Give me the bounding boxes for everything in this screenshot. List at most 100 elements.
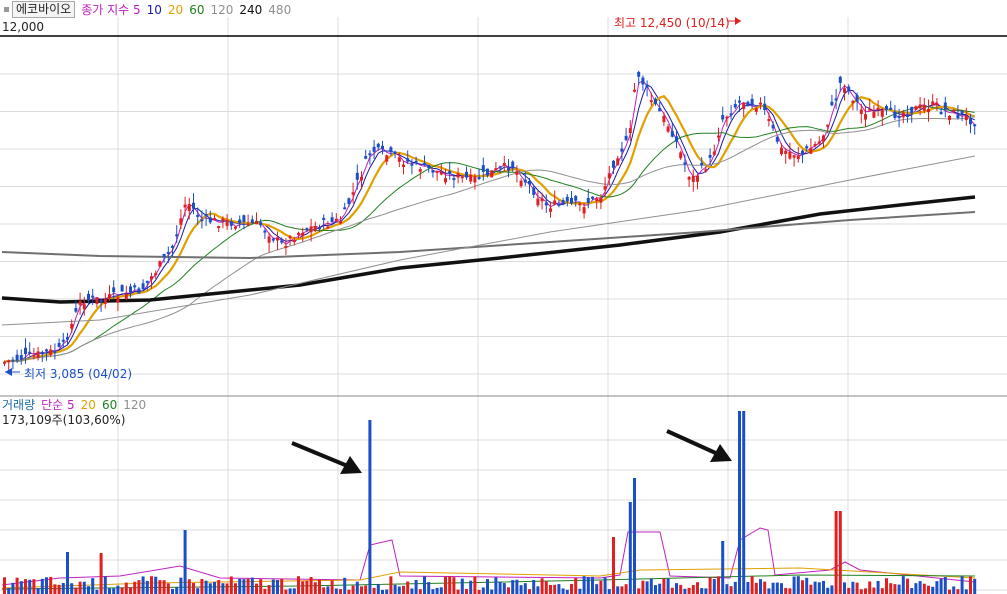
volume-bar xyxy=(313,582,317,594)
candle-body xyxy=(645,84,649,88)
candle-body xyxy=(250,219,254,224)
volume-bar xyxy=(675,583,678,594)
volume-bar xyxy=(897,584,901,594)
candle-body xyxy=(721,115,725,120)
volume-bar xyxy=(876,581,880,594)
volume-bar xyxy=(175,587,179,594)
volume-bar xyxy=(61,582,65,594)
candle-body xyxy=(612,160,615,168)
volume-bar xyxy=(540,578,544,594)
volume-bar xyxy=(599,580,603,594)
candle-body xyxy=(36,351,40,359)
stock-name-tab[interactable]: 에코바이오 xyxy=(12,0,76,18)
volume-bar xyxy=(943,577,947,594)
candle-body xyxy=(45,349,48,352)
candle-body xyxy=(683,162,687,165)
chart-grid xyxy=(0,17,1007,594)
candle-body xyxy=(868,108,872,111)
candle-body xyxy=(544,202,548,206)
candle-body xyxy=(876,107,880,110)
volume-bar xyxy=(952,586,956,594)
volume-bar xyxy=(284,589,288,594)
volume-bar xyxy=(297,576,300,594)
volume-bar xyxy=(885,578,888,594)
price-legend-item-5: 240 xyxy=(239,2,263,17)
volume-bar xyxy=(393,584,397,594)
volume-bar xyxy=(3,577,6,594)
volume-bar xyxy=(725,584,729,594)
volume-bar xyxy=(154,576,158,594)
volume-bar xyxy=(784,587,788,594)
candle-body xyxy=(494,168,498,171)
volume-bar xyxy=(746,582,750,594)
candle-body xyxy=(750,98,754,106)
candle-body xyxy=(565,196,569,202)
volume-bar xyxy=(859,589,863,594)
candle-body xyxy=(918,104,922,109)
volume-bar xyxy=(691,585,695,594)
volume-bar xyxy=(452,577,456,594)
ma-line xyxy=(4,94,976,363)
volume-bar xyxy=(843,582,846,594)
candle-body xyxy=(893,111,897,119)
volume-bar xyxy=(276,579,279,594)
volume-bar xyxy=(805,577,809,594)
candle-body xyxy=(872,111,876,118)
volume-bar xyxy=(549,584,552,594)
candle-body xyxy=(742,102,746,109)
candle-body xyxy=(364,156,368,159)
volume-bar xyxy=(738,411,741,594)
volume-bar xyxy=(137,580,141,594)
volume-bar xyxy=(389,576,393,594)
volume-legend-item-2: 20 xyxy=(80,398,96,412)
candle-body xyxy=(263,230,267,233)
candle-body xyxy=(431,170,435,173)
candle-body xyxy=(880,110,884,117)
candle-body xyxy=(397,157,401,162)
candle-body xyxy=(246,223,250,226)
volume-bar xyxy=(717,576,720,594)
candle-body xyxy=(116,297,120,303)
volume-bar xyxy=(221,583,225,594)
price-legend-item-4: 120 xyxy=(210,2,234,17)
volume-bar xyxy=(570,583,573,594)
candle-body xyxy=(801,150,804,155)
candle-body xyxy=(171,245,174,248)
volume-bar xyxy=(826,587,830,594)
candlesticks[interactable] xyxy=(3,70,977,372)
legend-square-icon xyxy=(4,6,9,12)
candle-body xyxy=(948,115,951,121)
candle-body xyxy=(599,197,603,203)
candle-body xyxy=(477,177,481,180)
candle-body xyxy=(586,197,590,203)
candle-body xyxy=(376,143,380,148)
candle-body xyxy=(292,240,296,243)
candle-body xyxy=(641,77,645,85)
candle-body xyxy=(204,214,208,217)
candle-body xyxy=(906,114,909,117)
candle-body xyxy=(616,158,620,166)
volume-bar xyxy=(339,589,342,594)
candle-body xyxy=(145,280,149,283)
candle-body xyxy=(57,342,61,347)
volume-bar xyxy=(960,576,964,594)
volume-bars[interactable] xyxy=(3,411,977,594)
candle-body xyxy=(628,128,632,134)
volume-bar xyxy=(788,588,792,594)
volume-bar xyxy=(561,588,565,594)
candle-body xyxy=(448,170,452,173)
candle-body xyxy=(465,171,468,178)
volume-bar xyxy=(502,583,506,594)
volume-bar xyxy=(868,581,872,594)
candle-body xyxy=(540,198,544,202)
candle-body xyxy=(61,339,65,342)
volume-bar xyxy=(809,584,813,594)
candle-body xyxy=(704,169,708,172)
volume-bar xyxy=(406,581,410,594)
volume-bar xyxy=(582,576,586,594)
candle-body xyxy=(53,350,57,353)
volume-bar xyxy=(145,580,149,594)
volume-bar xyxy=(183,530,187,594)
volume-bar xyxy=(969,576,972,594)
